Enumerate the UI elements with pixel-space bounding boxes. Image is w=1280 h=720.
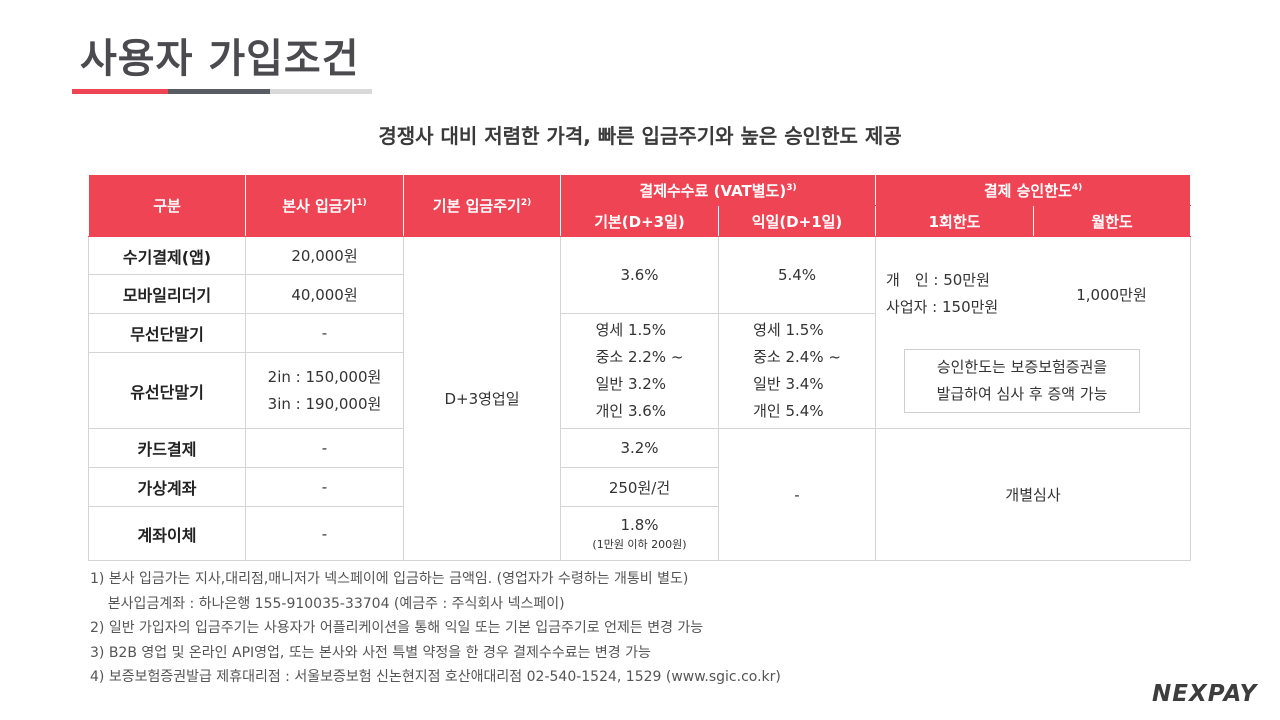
deposit-wireless: - [245, 313, 404, 353]
deposit-wired: 2in : 150,000원 3in : 190,000원 [245, 352, 404, 429]
limit-month-value: 1,000만원 [1076, 286, 1147, 304]
page-title: 사용자 가입조건 [80, 36, 360, 82]
header-deposit: 본사 입금가1) [245, 174, 404, 237]
row-label-mobile-reader: 모바일리더기 [88, 274, 246, 314]
footnote: 3) B2B 영업 및 온라인 API영업, 또는 본사와 사전 특별 약정을 … [90, 644, 651, 661]
limit-personal: 개 인 : 50만원 [886, 271, 990, 289]
underline-dark [168, 89, 270, 94]
fee-transfer: 1.8% (1만원 이하 200원) [560, 506, 719, 561]
footnotes: 1) 본사 입금가는 지사,대리점,매니저가 넥스페이에 입금하는 금액임. (… [90, 567, 781, 690]
fee-line: 일반 3.4% [753, 375, 824, 393]
deposit-transfer: - [245, 506, 404, 561]
header-limit-once: 1회한도 [875, 205, 1035, 237]
footnote: 2) 일반 가입자의 입금주기는 사용자가 어플리케이션을 통해 익일 또는 기… [90, 620, 704, 636]
limit-note-line: 승인한도는 보증보험증권을 [936, 358, 1108, 376]
row-label-wired: 유선단말기 [88, 352, 246, 429]
header-limit: 결제 승인한도4) [875, 174, 1192, 206]
signup-conditions-table: 구분 본사 입금가1) 기본 입금주기2) 결제수수료 (VAT별도)3) 결제… [88, 174, 1192, 561]
fee-line: 중소 2.4% ~ [753, 348, 841, 366]
limit-note-line: 발급하여 심사 후 증액 가능 [936, 385, 1108, 403]
fee-line: 개인 5.4% [753, 402, 824, 420]
footnote: 1) 본사 입금가는 지사,대리점,매니저가 넥스페이에 입금하는 금액임. (… [90, 571, 689, 587]
limit-other: 개별심사 [875, 428, 1192, 561]
deposit-mobile-reader: 40,000원 [245, 274, 404, 314]
row-label-wireless: 무선단말기 [88, 313, 246, 353]
header-fee-next: 익일(D+1일) [717, 205, 877, 237]
footnote: 본사입금계좌 : 하나은행 155-910035-33704 (예금주 : 주식… [90, 595, 565, 612]
row-label-card: 카드결제 [88, 428, 246, 468]
fee-transfer-note: (1만원 이하 200원) [592, 537, 687, 551]
nexpay-logo: NEXPAY [1152, 681, 1258, 707]
fee-line: 영세 1.5% [595, 321, 667, 339]
footnote: 4) 보증보험증권발급 제휴대리점 : 서울보증보험 신논현지점 호산애대리점 … [90, 669, 781, 685]
underline-accent [72, 89, 168, 94]
page-subtitle: 경쟁사 대비 저렴한 가격, 빠른 입금주기와 높은 승인한도 제공 [378, 124, 902, 148]
limit-note-box: 승인한도는 보증보험증권을 발급하여 심사 후 증액 가능 [904, 349, 1141, 413]
deposit-card: - [245, 428, 404, 468]
deposit-virtual: - [245, 467, 404, 507]
row-label-virtual: 가상계좌 [88, 467, 246, 507]
header-fee: 결제수수료 (VAT별도)3) [559, 174, 877, 206]
fee-line: 일반 3.2% [595, 375, 667, 393]
header-cycle: 기본 입금주기2) [403, 174, 561, 237]
cycle-value: D+3영업일 [403, 236, 561, 561]
fee-app-next: 5.4% [717, 236, 877, 314]
title-underline [72, 89, 372, 94]
row-label-transfer: 계좌이체 [88, 506, 246, 561]
fee-transfer-rate: 1.8% [620, 515, 659, 534]
fee-card: 3.2% [560, 428, 719, 468]
row-label-manual: 수기결제(앱) [88, 236, 246, 275]
fee-terminal-basic: 영세 1.5% 중소 2.2% ~ 일반 3.2% 개인 3.6% [560, 313, 719, 429]
deposit-line: 3in : 190,000원 [267, 394, 382, 413]
header-fee-basic: 기본(D+3일) [560, 205, 719, 237]
fee-app-basic: 3.6% [560, 236, 719, 314]
deposit-manual: 20,000원 [245, 236, 404, 275]
fee-terminal-next: 영세 1.5% 중소 2.4% ~ 일반 3.4% 개인 5.4% [717, 313, 877, 429]
header-category: 구분 [88, 174, 246, 237]
limit-business: 사업자 : 150만원 [886, 298, 999, 316]
fee-line: 영세 1.5% [753, 321, 824, 339]
underline-light [270, 89, 372, 94]
limit-cell: 개 인 : 50만원 사업자 : 150만원 1,000만원 승인한도는 보증보… [875, 236, 1192, 429]
deposit-line: 2in : 150,000원 [267, 367, 382, 386]
header-limit-month: 월한도 [1033, 205, 1192, 237]
fee-line: 중소 2.2% ~ [595, 348, 684, 366]
fee-virtual: 250원/건 [560, 467, 719, 507]
limit-once-values: 개 인 : 50만원 사업자 : 150만원 [886, 267, 998, 321]
fee-next-other: - [717, 428, 877, 561]
fee-line: 개인 3.6% [595, 402, 667, 420]
